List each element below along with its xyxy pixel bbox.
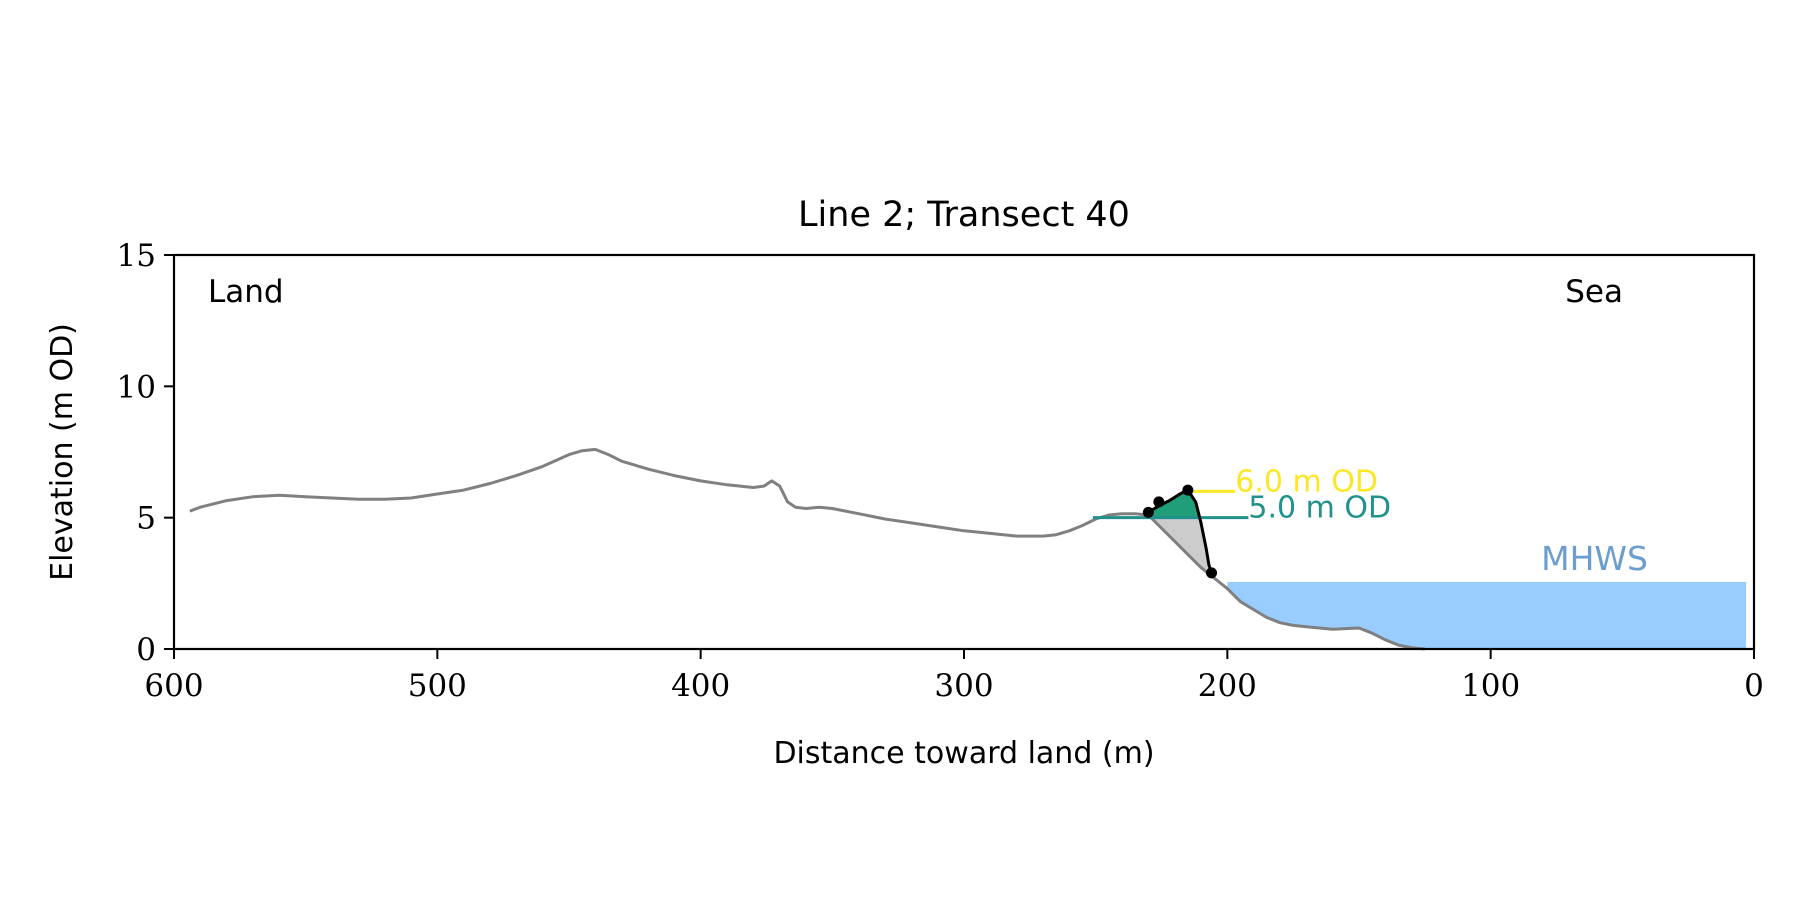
land-label: Land	[208, 274, 284, 310]
mhws-water-area	[1227, 582, 1747, 649]
x-tick-label-0: 0	[1744, 668, 1764, 704]
line-layer: 6.0 m OD5.0 m OD	[189, 447, 1425, 651]
mhws-label: MHWS	[1541, 539, 1648, 578]
dune-volume-area	[1148, 490, 1200, 518]
y-tick-label-10: 10	[117, 369, 156, 405]
level-label-6: 6.0 m OD	[1235, 464, 1378, 499]
y-tick-label-5: 5	[136, 501, 156, 537]
x-tick-label-200: 200	[1198, 668, 1257, 704]
sea-label: Sea	[1565, 274, 1623, 310]
chart-title: Line 2; Transect 40	[798, 195, 1130, 235]
x-axis-label: Distance toward land (m)	[773, 736, 1154, 771]
x-tick-label-500: 500	[408, 668, 467, 704]
x-tick-label-300: 300	[934, 668, 993, 704]
x-tick-label-100: 100	[1461, 668, 1520, 704]
series-line-profile	[189, 447, 1425, 651]
tick-layer: 600 500 400 300 200 100 0 0 5 10 15	[117, 238, 1764, 704]
marker-layer	[1142, 484, 1218, 579]
x-tick-label-600: 600	[144, 668, 203, 704]
x-tick-label-400: 400	[671, 668, 730, 704]
dune-marker-0	[1142, 506, 1154, 518]
fill-layer	[1148, 490, 1747, 649]
dune-marker-2	[1182, 484, 1194, 496]
y-tick-label-0: 0	[136, 632, 156, 668]
dune-marker-3	[1206, 567, 1218, 579]
y-tick-label-15: 15	[117, 238, 156, 274]
y-axis-label: Elevation (m OD)	[45, 323, 80, 581]
dune-marker-1	[1153, 496, 1165, 508]
level-label-5: 5.0 m OD	[1248, 491, 1391, 526]
